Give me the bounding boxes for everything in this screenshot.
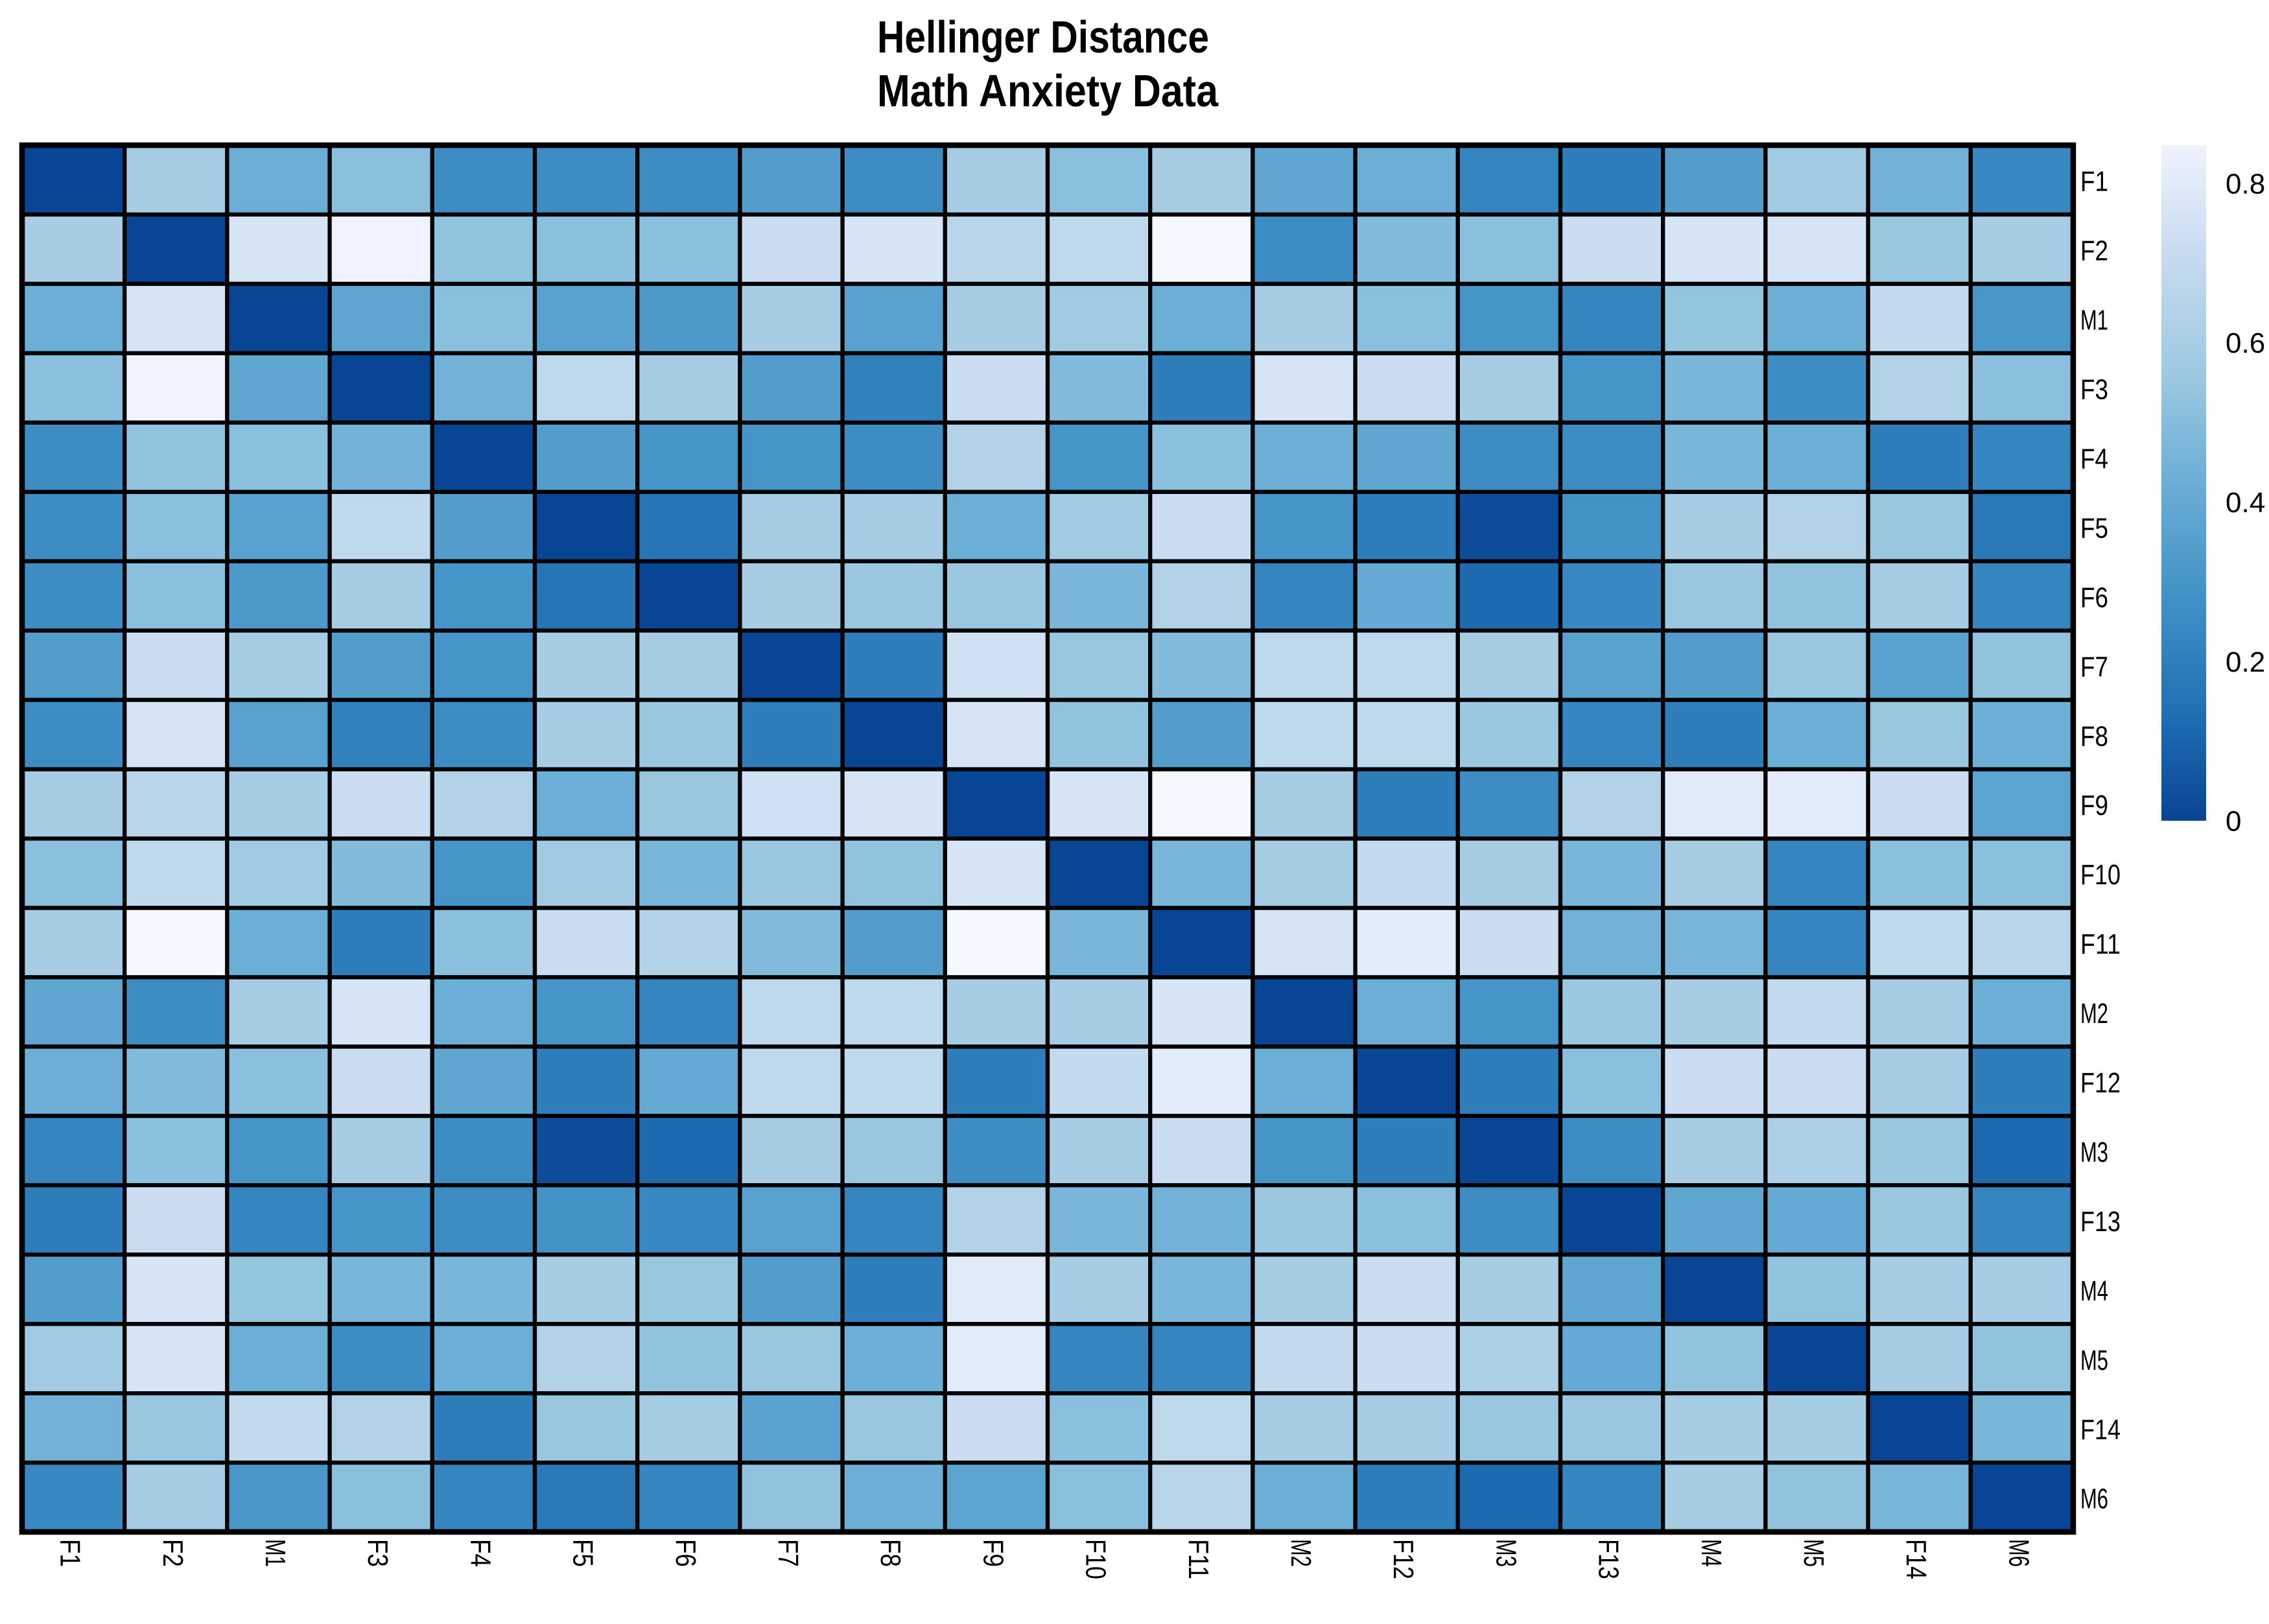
svg-text:M4: M4 bbox=[2080, 1275, 2108, 1307]
svg-text:F9: F9 bbox=[2080, 790, 2108, 821]
svg-text:0.6: 0.6 bbox=[2226, 327, 2265, 359]
svg-text:F8: F8 bbox=[2080, 720, 2108, 752]
svg-text:F6: F6 bbox=[670, 1539, 701, 1567]
svg-text:0.2: 0.2 bbox=[2226, 646, 2265, 678]
svg-text:M4: M4 bbox=[1695, 1539, 1727, 1567]
svg-text:M3: M3 bbox=[2080, 1136, 2108, 1168]
svg-text:M5: M5 bbox=[2080, 1345, 2108, 1376]
svg-text:F4: F4 bbox=[2080, 443, 2108, 475]
svg-text:F14: F14 bbox=[1900, 1539, 1932, 1579]
svg-text:F11: F11 bbox=[1182, 1539, 1214, 1579]
svg-text:M5: M5 bbox=[1798, 1539, 1829, 1567]
svg-text:M6: M6 bbox=[2003, 1539, 2034, 1567]
svg-text:F8: F8 bbox=[875, 1539, 906, 1567]
svg-text:F7: F7 bbox=[772, 1539, 804, 1567]
svg-text:Math Anxiety Data: Math Anxiety Data bbox=[877, 65, 1219, 116]
svg-text:F12: F12 bbox=[1387, 1539, 1419, 1579]
svg-text:F4: F4 bbox=[464, 1539, 496, 1567]
svg-text:M6: M6 bbox=[2080, 1483, 2108, 1515]
svg-text:F1: F1 bbox=[54, 1539, 86, 1567]
svg-text:F12: F12 bbox=[2080, 1067, 2121, 1099]
svg-text:0: 0 bbox=[2226, 806, 2241, 838]
svg-text:F9: F9 bbox=[977, 1539, 1009, 1567]
svg-text:F3: F3 bbox=[2080, 374, 2108, 406]
svg-text:F6: F6 bbox=[2080, 582, 2108, 613]
svg-text:F1: F1 bbox=[2080, 166, 2108, 198]
svg-text:F5: F5 bbox=[2080, 512, 2108, 544]
svg-text:0.4: 0.4 bbox=[2226, 487, 2265, 519]
svg-text:F5: F5 bbox=[567, 1539, 599, 1567]
svg-text:F13: F13 bbox=[2080, 1206, 2121, 1238]
svg-text:Hellinger Distance: Hellinger Distance bbox=[877, 12, 1209, 62]
svg-text:M1: M1 bbox=[259, 1539, 291, 1567]
svg-text:F3: F3 bbox=[362, 1539, 394, 1567]
svg-text:F10: F10 bbox=[1080, 1539, 1112, 1579]
svg-text:F10: F10 bbox=[2080, 859, 2121, 891]
svg-text:F2: F2 bbox=[157, 1539, 189, 1567]
svg-text:F13: F13 bbox=[1593, 1539, 1625, 1579]
svg-text:F2: F2 bbox=[2080, 235, 2108, 267]
svg-text:F14: F14 bbox=[2080, 1414, 2121, 1446]
svg-text:M1: M1 bbox=[2080, 305, 2108, 336]
svg-text:0.8: 0.8 bbox=[2226, 168, 2265, 200]
svg-text:F11: F11 bbox=[2080, 928, 2121, 960]
svg-text:F7: F7 bbox=[2080, 651, 2108, 683]
svg-text:M2: M2 bbox=[2080, 998, 2108, 1030]
svg-text:M3: M3 bbox=[1490, 1539, 1522, 1567]
svg-text:M2: M2 bbox=[1285, 1539, 1317, 1567]
